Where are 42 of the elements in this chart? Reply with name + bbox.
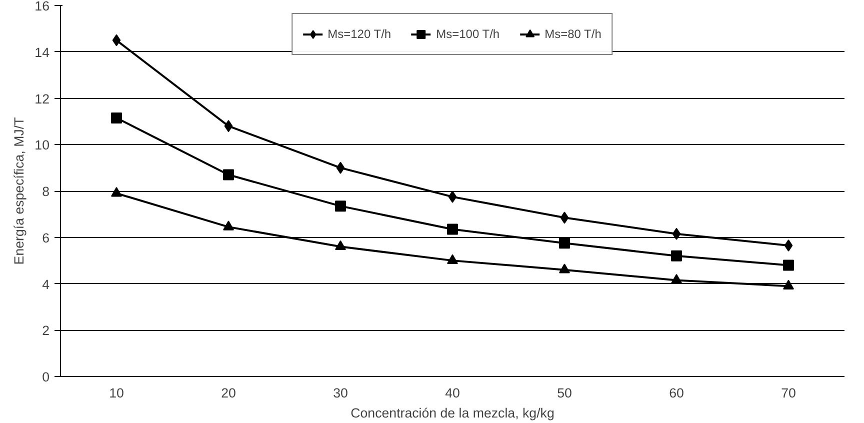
y-tick-label: 14 bbox=[34, 44, 50, 60]
y-tick-label: 8 bbox=[42, 184, 50, 199]
y-tick-label: 2 bbox=[42, 323, 50, 338]
point bbox=[447, 224, 458, 235]
x-tick-label: 70 bbox=[781, 386, 796, 400]
y-tick-label: 4 bbox=[42, 276, 50, 292]
y-tick-label: 16 bbox=[34, 0, 50, 14]
point bbox=[559, 238, 570, 249]
y-tick-label: 0 bbox=[42, 370, 50, 384]
point bbox=[783, 260, 794, 271]
legend-label: Ms=80 T/h bbox=[544, 27, 602, 41]
point bbox=[559, 264, 570, 274]
point bbox=[448, 190, 457, 203]
point bbox=[335, 200, 346, 212]
y-axis-title: Energía específica, MJ/T bbox=[12, 117, 27, 265]
point bbox=[224, 120, 233, 132]
x-tick-label: 60 bbox=[669, 386, 684, 400]
legend-label: Ms=120 T/h bbox=[328, 27, 392, 41]
point bbox=[784, 239, 793, 252]
point bbox=[223, 220, 234, 230]
x-tick-label: 50 bbox=[557, 386, 572, 400]
x-tick-label: 40 bbox=[445, 386, 460, 400]
point bbox=[560, 212, 569, 224]
x-axis-title: Concentración de la mezcla, kg/kg bbox=[350, 406, 554, 420]
point bbox=[112, 34, 121, 46]
point bbox=[223, 169, 234, 180]
y-tick-label: 6 bbox=[42, 230, 50, 246]
y-tick-label: 10 bbox=[34, 138, 50, 153]
point bbox=[335, 240, 346, 250]
y-tick-label: 12 bbox=[34, 91, 50, 106]
point bbox=[783, 280, 794, 290]
point bbox=[671, 250, 682, 262]
point bbox=[111, 112, 122, 124]
x-tick-label: 10 bbox=[109, 386, 124, 400]
point bbox=[111, 187, 122, 197]
point bbox=[671, 274, 682, 284]
point bbox=[336, 162, 345, 174]
legend-label: Ms=100 T/h bbox=[436, 27, 500, 41]
x-tick-label: 30 bbox=[333, 386, 348, 400]
point bbox=[672, 228, 681, 240]
x-tick-label: 20 bbox=[221, 386, 236, 400]
point bbox=[447, 254, 458, 264]
